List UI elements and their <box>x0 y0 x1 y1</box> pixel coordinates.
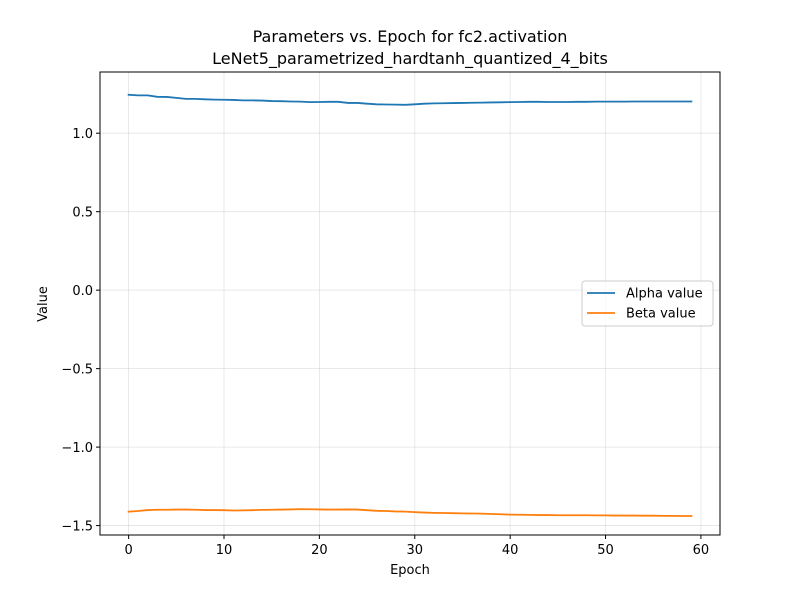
series-lines <box>127 93 693 517</box>
x-tick-label: 10 <box>216 543 233 558</box>
series-line-alpha <box>127 93 693 106</box>
x-axis-label: Epoch <box>390 563 430 578</box>
plot-frame <box>99 71 721 536</box>
y-tick-label: 0.5 <box>72 206 93 221</box>
y-tick-label: −1.5 <box>61 520 93 535</box>
axis-ticks: 0 10 20 30 40 50 60 −1.5 −1.0 −0.5 0.0 0.5 1.0 <box>61 127 709 558</box>
x-tick-label: 60 <box>693 543 710 558</box>
y-tick-label: −0.5 <box>61 363 93 378</box>
x-tick-label: 0 <box>124 543 132 558</box>
y-tick-label: 0.0 <box>72 284 93 299</box>
series-line-beta <box>127 508 693 517</box>
chart-title: Parameters vs. Epoch for fc2.activation <box>253 27 568 46</box>
y-axis-label: Value <box>36 286 51 322</box>
legend-label: Alpha value <box>626 287 703 302</box>
x-tick-label: 30 <box>406 543 423 558</box>
x-tick-label: 20 <box>311 543 328 558</box>
y-tick-label: 1.0 <box>72 127 93 142</box>
x-tick-label: 50 <box>597 543 614 558</box>
legend-label: Beta value <box>626 307 696 322</box>
chart-subtitle: LeNet5_parametrized_hardtanh_quantized_4… <box>212 49 608 69</box>
y-tick-label: −1.0 <box>61 441 93 456</box>
x-tick-label: 40 <box>502 543 519 558</box>
legend: Alpha value Beta value <box>581 280 714 327</box>
